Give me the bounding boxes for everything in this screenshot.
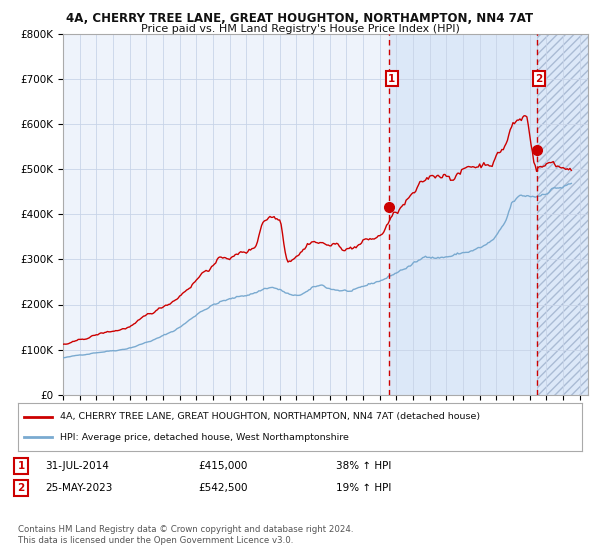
Text: HPI: Average price, detached house, West Northamptonshire: HPI: Average price, detached house, West… (60, 433, 349, 442)
Text: Price paid vs. HM Land Registry's House Price Index (HPI): Price paid vs. HM Land Registry's House … (140, 24, 460, 34)
Text: £542,500: £542,500 (198, 483, 248, 493)
Text: 19% ↑ HPI: 19% ↑ HPI (336, 483, 391, 493)
Text: 1: 1 (17, 461, 25, 471)
Text: 2: 2 (17, 483, 25, 493)
Text: 38% ↑ HPI: 38% ↑ HPI (336, 461, 391, 471)
Bar (389, 34, 536, 395)
Text: 1: 1 (388, 74, 395, 84)
Text: £415,000: £415,000 (198, 461, 247, 471)
Text: 31-JUL-2014: 31-JUL-2014 (45, 461, 109, 471)
Text: 4A, CHERRY TREE LANE, GREAT HOUGHTON, NORTHAMPTON, NN4 7AT: 4A, CHERRY TREE LANE, GREAT HOUGHTON, NO… (67, 12, 533, 25)
Text: 25-MAY-2023: 25-MAY-2023 (45, 483, 112, 493)
Text: Contains HM Land Registry data © Crown copyright and database right 2024.
This d: Contains HM Land Registry data © Crown c… (18, 525, 353, 545)
Text: 2: 2 (536, 74, 543, 84)
Bar (536, 34, 588, 395)
Text: 4A, CHERRY TREE LANE, GREAT HOUGHTON, NORTHAMPTON, NN4 7AT (detached house): 4A, CHERRY TREE LANE, GREAT HOUGHTON, NO… (60, 412, 481, 421)
